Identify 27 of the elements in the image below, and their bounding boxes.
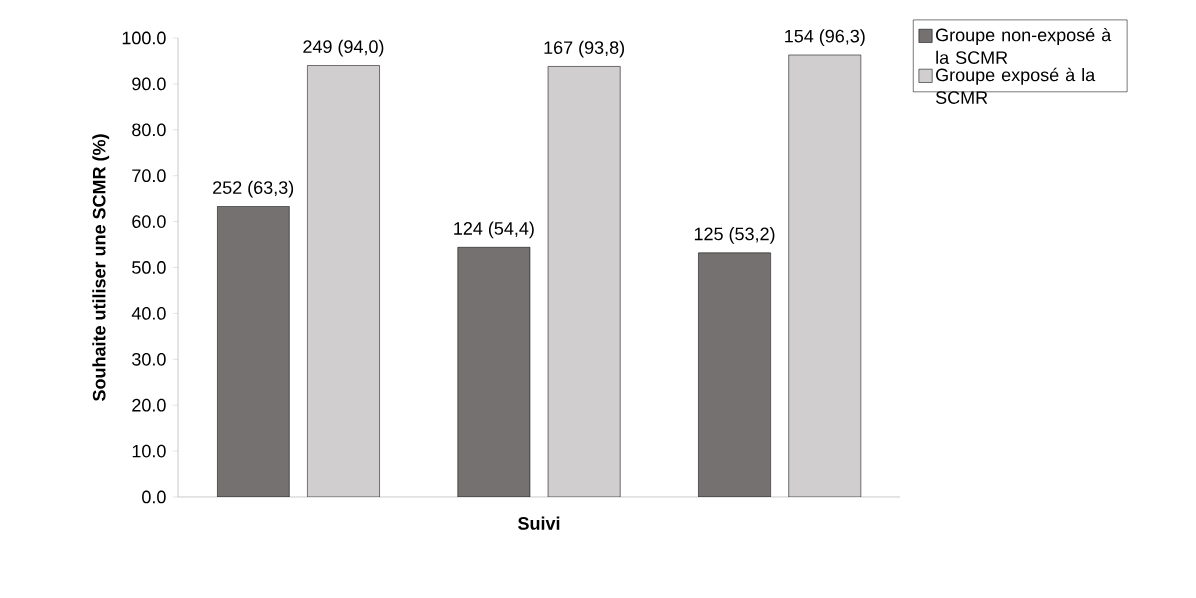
data-label: 124 (54,4)	[454, 221, 534, 239]
data-label: 252 (63,3)	[213, 180, 294, 198]
bar	[216, 206, 290, 497]
y-tick-label: 80.0	[132, 123, 166, 137]
x-axis-title: Suivi	[518, 516, 560, 530]
y-tick-label: 40.0	[131, 307, 166, 320]
data-label: 154 (96,3)	[785, 29, 865, 47]
y-tick-label: 60.0	[132, 215, 166, 228]
data-label: 167 (93,8)	[544, 40, 625, 58]
y-tick-label: 10.0	[132, 444, 166, 458]
bar	[698, 252, 771, 497]
y-tick-label: 100.0	[122, 31, 166, 45]
legend-label: Groupe exposé à la SCMR	[935, 67, 1096, 104]
data-label: 125 (53,2)	[694, 227, 775, 244]
bar	[788, 54, 862, 497]
y-axis-title: Souhaite utiliser une SCMR (%)	[92, 134, 110, 401]
y-tick-label: 90.0	[132, 77, 166, 91]
bar	[547, 66, 621, 497]
y-tick-label: 30.0	[132, 352, 166, 366]
y-tick-label: 50.0	[132, 261, 166, 274]
y-tick-label: 70.0	[132, 169, 166, 183]
data-label: 249 (94,0)	[303, 39, 384, 57]
bar	[457, 247, 531, 497]
y-tick-label: 20.0	[132, 398, 166, 412]
y-tick-label: 0.0	[142, 490, 166, 504]
legend-label: Groupe non-exposé à la SCMR	[936, 27, 1112, 64]
bar	[307, 65, 380, 497]
